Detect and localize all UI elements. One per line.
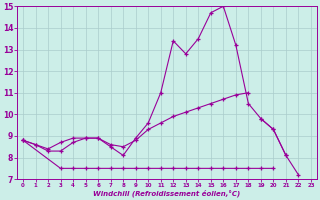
- X-axis label: Windchill (Refroidissement éolien,°C): Windchill (Refroidissement éolien,°C): [93, 190, 241, 197]
